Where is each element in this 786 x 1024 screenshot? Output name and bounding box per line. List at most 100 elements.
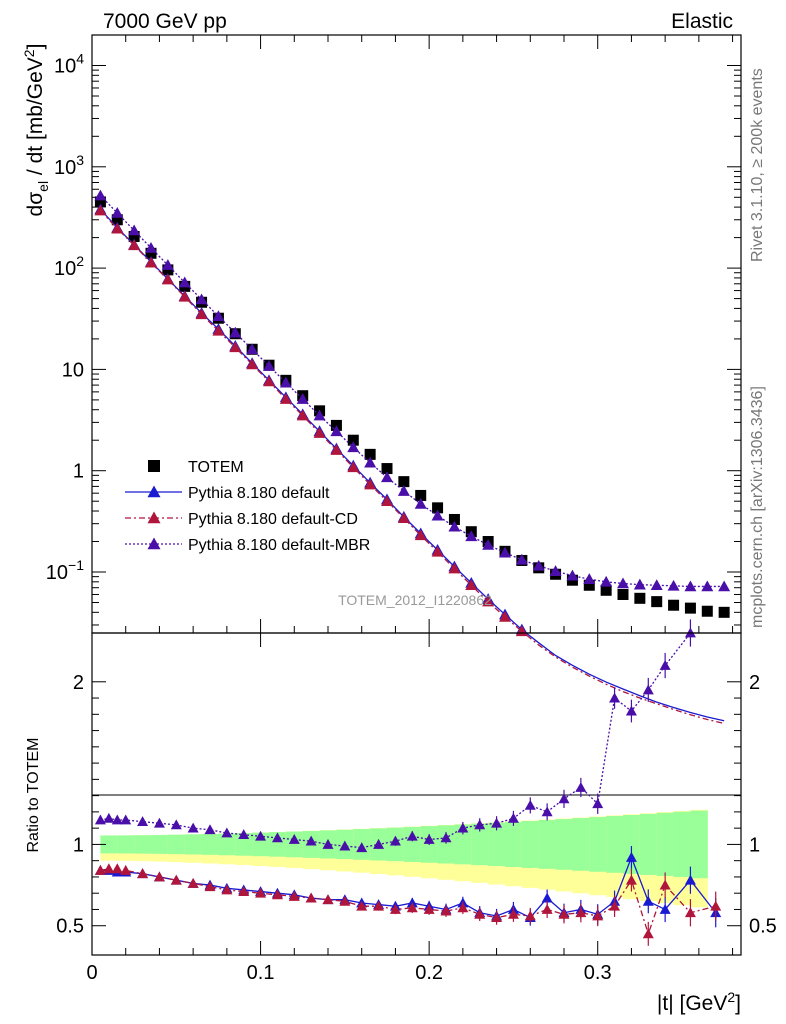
- inner-band: [572, 818, 590, 871]
- upper-point: [195, 293, 208, 305]
- ratio-point: [288, 890, 300, 901]
- ratio-point: [111, 814, 123, 825]
- ratio-point: [94, 864, 106, 875]
- upper-point: [229, 326, 242, 338]
- upper-ytick-exp: −1: [68, 557, 84, 573]
- inner-band: [100, 835, 118, 854]
- upper-ytick-base: 10: [54, 157, 76, 179]
- ratio-point: [322, 894, 334, 905]
- ratio-point: [440, 832, 452, 843]
- upper-point: [145, 241, 157, 253]
- ratio-point: [153, 871, 165, 882]
- legend-marker: [147, 537, 161, 550]
- upper-point: [347, 434, 359, 446]
- inner-band: [184, 834, 203, 855]
- inner-band: [269, 832, 287, 857]
- ratio-point: [255, 887, 267, 898]
- upper-point: [161, 259, 174, 270]
- ratio-point: [221, 884, 233, 895]
- upper-point: [381, 463, 393, 475]
- upper-point: [128, 239, 141, 251]
- ratio-series-line: [100, 632, 691, 849]
- upper-point: [94, 204, 107, 216]
- upper-ytick-exp: 3: [76, 152, 84, 168]
- upper-point: [499, 610, 511, 622]
- x-axis-label: |t| [GeV2]: [657, 989, 741, 1015]
- inner-band: [589, 817, 607, 872]
- ratio-point: [322, 838, 334, 849]
- upper-point: [347, 441, 360, 453]
- upper-point: [94, 189, 107, 201]
- inner-band: [454, 824, 472, 865]
- ratio-point: [271, 889, 283, 900]
- ratio-point: [153, 817, 165, 828]
- upper-point: [465, 530, 478, 542]
- upper-point: [111, 206, 124, 218]
- lower-ytick-label-right: 1: [749, 834, 760, 856]
- legend-label: Pythia 8.180 default: [188, 485, 330, 502]
- upper-point: [515, 553, 528, 565]
- upper-ylabel-sup: 2: [21, 49, 37, 57]
- x-ticks: 0 0.1 0.2 0.3: [86, 35, 734, 984]
- upper-ytick-label: 1: [73, 461, 84, 483]
- upper-point: [650, 579, 663, 591]
- upper-point: [145, 256, 157, 268]
- upper-ytick-label: 10−1: [46, 557, 84, 584]
- ratio-point: [491, 817, 503, 828]
- upper-point: [364, 448, 376, 460]
- upper-point: [246, 358, 259, 370]
- ratio-point: [94, 814, 106, 825]
- upper-ytick-base: 1: [73, 461, 84, 483]
- inner-band: [134, 835, 152, 854]
- upper-point: [246, 343, 259, 355]
- ratio-point: [558, 908, 570, 919]
- upper-point: [296, 409, 309, 421]
- ratio-point: [642, 684, 654, 695]
- upper-ytick-base: 10: [46, 562, 68, 584]
- upper-ylabel-sub: el: [35, 181, 51, 192]
- upper-point: [128, 224, 141, 236]
- inner-band: [606, 816, 624, 873]
- ratio-point: [137, 816, 149, 827]
- ratio-point: [339, 895, 351, 906]
- ratio-point: [103, 863, 115, 874]
- inner-band: [690, 810, 708, 879]
- ratio-point: [406, 902, 418, 913]
- ratio-point: [187, 877, 199, 888]
- upper-point: [212, 310, 225, 322]
- upper-point: [415, 489, 427, 501]
- upper-point: [684, 580, 697, 592]
- ratio-point: [524, 910, 536, 921]
- ratio-point: [373, 900, 385, 911]
- ratio-point: [625, 874, 637, 885]
- upper-point: [128, 231, 140, 243]
- ratio-point: [541, 903, 553, 914]
- ratio-point: [373, 838, 385, 849]
- inner-band: [505, 821, 523, 867]
- inner-band: [538, 820, 557, 869]
- upper-point: [313, 427, 326, 438]
- lower-ylabel: Ratio to TOTEM: [25, 738, 42, 853]
- upper-point: [330, 425, 343, 437]
- upper-point: [94, 196, 106, 208]
- ratio-point: [271, 832, 283, 843]
- ratio-point: [238, 829, 250, 840]
- upper-ytick-label: 10: [62, 359, 84, 381]
- header-left: 7000 GeV pp: [103, 10, 227, 33]
- legend-label: TOTEM: [188, 459, 244, 476]
- ratio-point: [389, 903, 401, 914]
- ratio-point: [103, 812, 115, 823]
- legend-marker: [147, 511, 161, 524]
- upper-point: [364, 456, 377, 468]
- mcplots-label: mcplots.cern.ch [arXiv:1306.3436]: [749, 386, 766, 628]
- x-axis-label-sup: 2: [727, 989, 735, 1005]
- upper-ytick-label: 104: [54, 50, 84, 77]
- ratio-point: [255, 830, 267, 841]
- inner-band: [521, 820, 540, 868]
- upper-ylabel-text: dσ: [24, 192, 47, 217]
- ratio-point: [238, 886, 250, 896]
- upper-point: [718, 606, 730, 618]
- legend-marker: [148, 460, 160, 472]
